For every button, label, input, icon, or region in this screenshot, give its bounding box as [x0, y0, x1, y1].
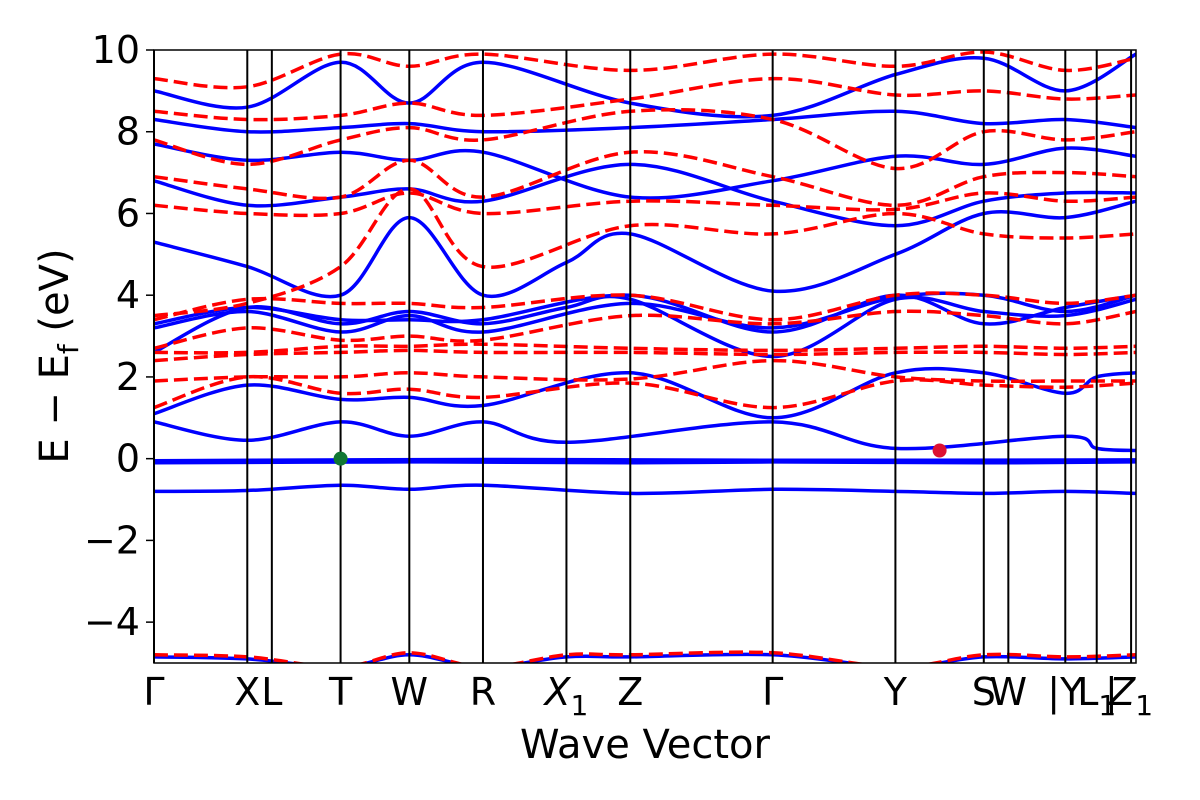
red-dashed-band-25	[154, 76, 1136, 122]
x-tick-label: Z1	[1108, 670, 1153, 722]
x-tick-label: Γ	[143, 670, 164, 714]
x-tick-label: T	[328, 670, 353, 714]
red-dashed-band-21	[154, 187, 1136, 318]
y-tick-label: −2	[84, 518, 140, 562]
markers	[333, 443, 947, 466]
x-tick-label: X	[234, 670, 260, 714]
blue-band-12	[154, 52, 1136, 119]
marker-0	[333, 451, 348, 466]
x-tick-label: L1	[1077, 670, 1116, 722]
y-tick-label: 10	[92, 28, 140, 72]
y-tick-label: 8	[116, 110, 140, 154]
marker-1	[932, 443, 947, 458]
x-tick-label: S	[972, 670, 996, 714]
x-tick-label: W	[391, 670, 429, 714]
x-tick-label: X1	[543, 670, 589, 722]
x-tick-label: Z	[617, 670, 643, 714]
red-dashed-band-17	[154, 348, 1136, 363]
x-tick-label: W	[990, 670, 1028, 714]
x-ticks: Γ X L T W R X1 Z Γ Y SW |YL1|Z1	[143, 670, 1153, 722]
y-tick-label: 6	[116, 191, 140, 235]
blue-band-11	[154, 109, 1136, 134]
plot-frame	[153, 49, 1137, 664]
blue-band-1	[154, 460, 1136, 465]
y-ticks: −4 −2 0 2 4 6 8 10	[84, 28, 154, 644]
blue-band-2	[154, 457, 1136, 463]
x-axis-label: Wave Vector	[520, 722, 771, 768]
red-dashed-band-20	[154, 291, 1136, 322]
y-tick-label: 0	[116, 437, 140, 481]
red-dashed-band-15	[154, 374, 1136, 410]
x-tick-label: |	[1105, 670, 1118, 715]
y-axis-label: E − Ef (eV)	[32, 248, 85, 463]
y-tick-label: 2	[116, 355, 140, 399]
red-dashed-band-16	[154, 358, 1136, 384]
red-dashed-band-24	[154, 108, 1136, 171]
x-tick-label: |Y	[1047, 670, 1084, 715]
x-tick-label: L	[261, 670, 282, 714]
blue-band-10	[154, 142, 1136, 200]
y-tick-label: 4	[116, 273, 140, 317]
blue-band-4	[154, 366, 1136, 420]
kpoint-lines	[153, 50, 1133, 663]
y-tick-label: −4	[84, 600, 140, 644]
x-tick-label: R	[470, 670, 496, 714]
red-dashed-band-18	[154, 342, 1136, 355]
x-tick-label: Γ	[762, 670, 783, 714]
blue-band-3	[154, 420, 1136, 453]
blue-band-0	[154, 483, 1136, 496]
x-tick-label: Y	[883, 670, 908, 714]
band-lines	[154, 50, 1136, 663]
red-dashed-band-14	[154, 650, 1136, 663]
